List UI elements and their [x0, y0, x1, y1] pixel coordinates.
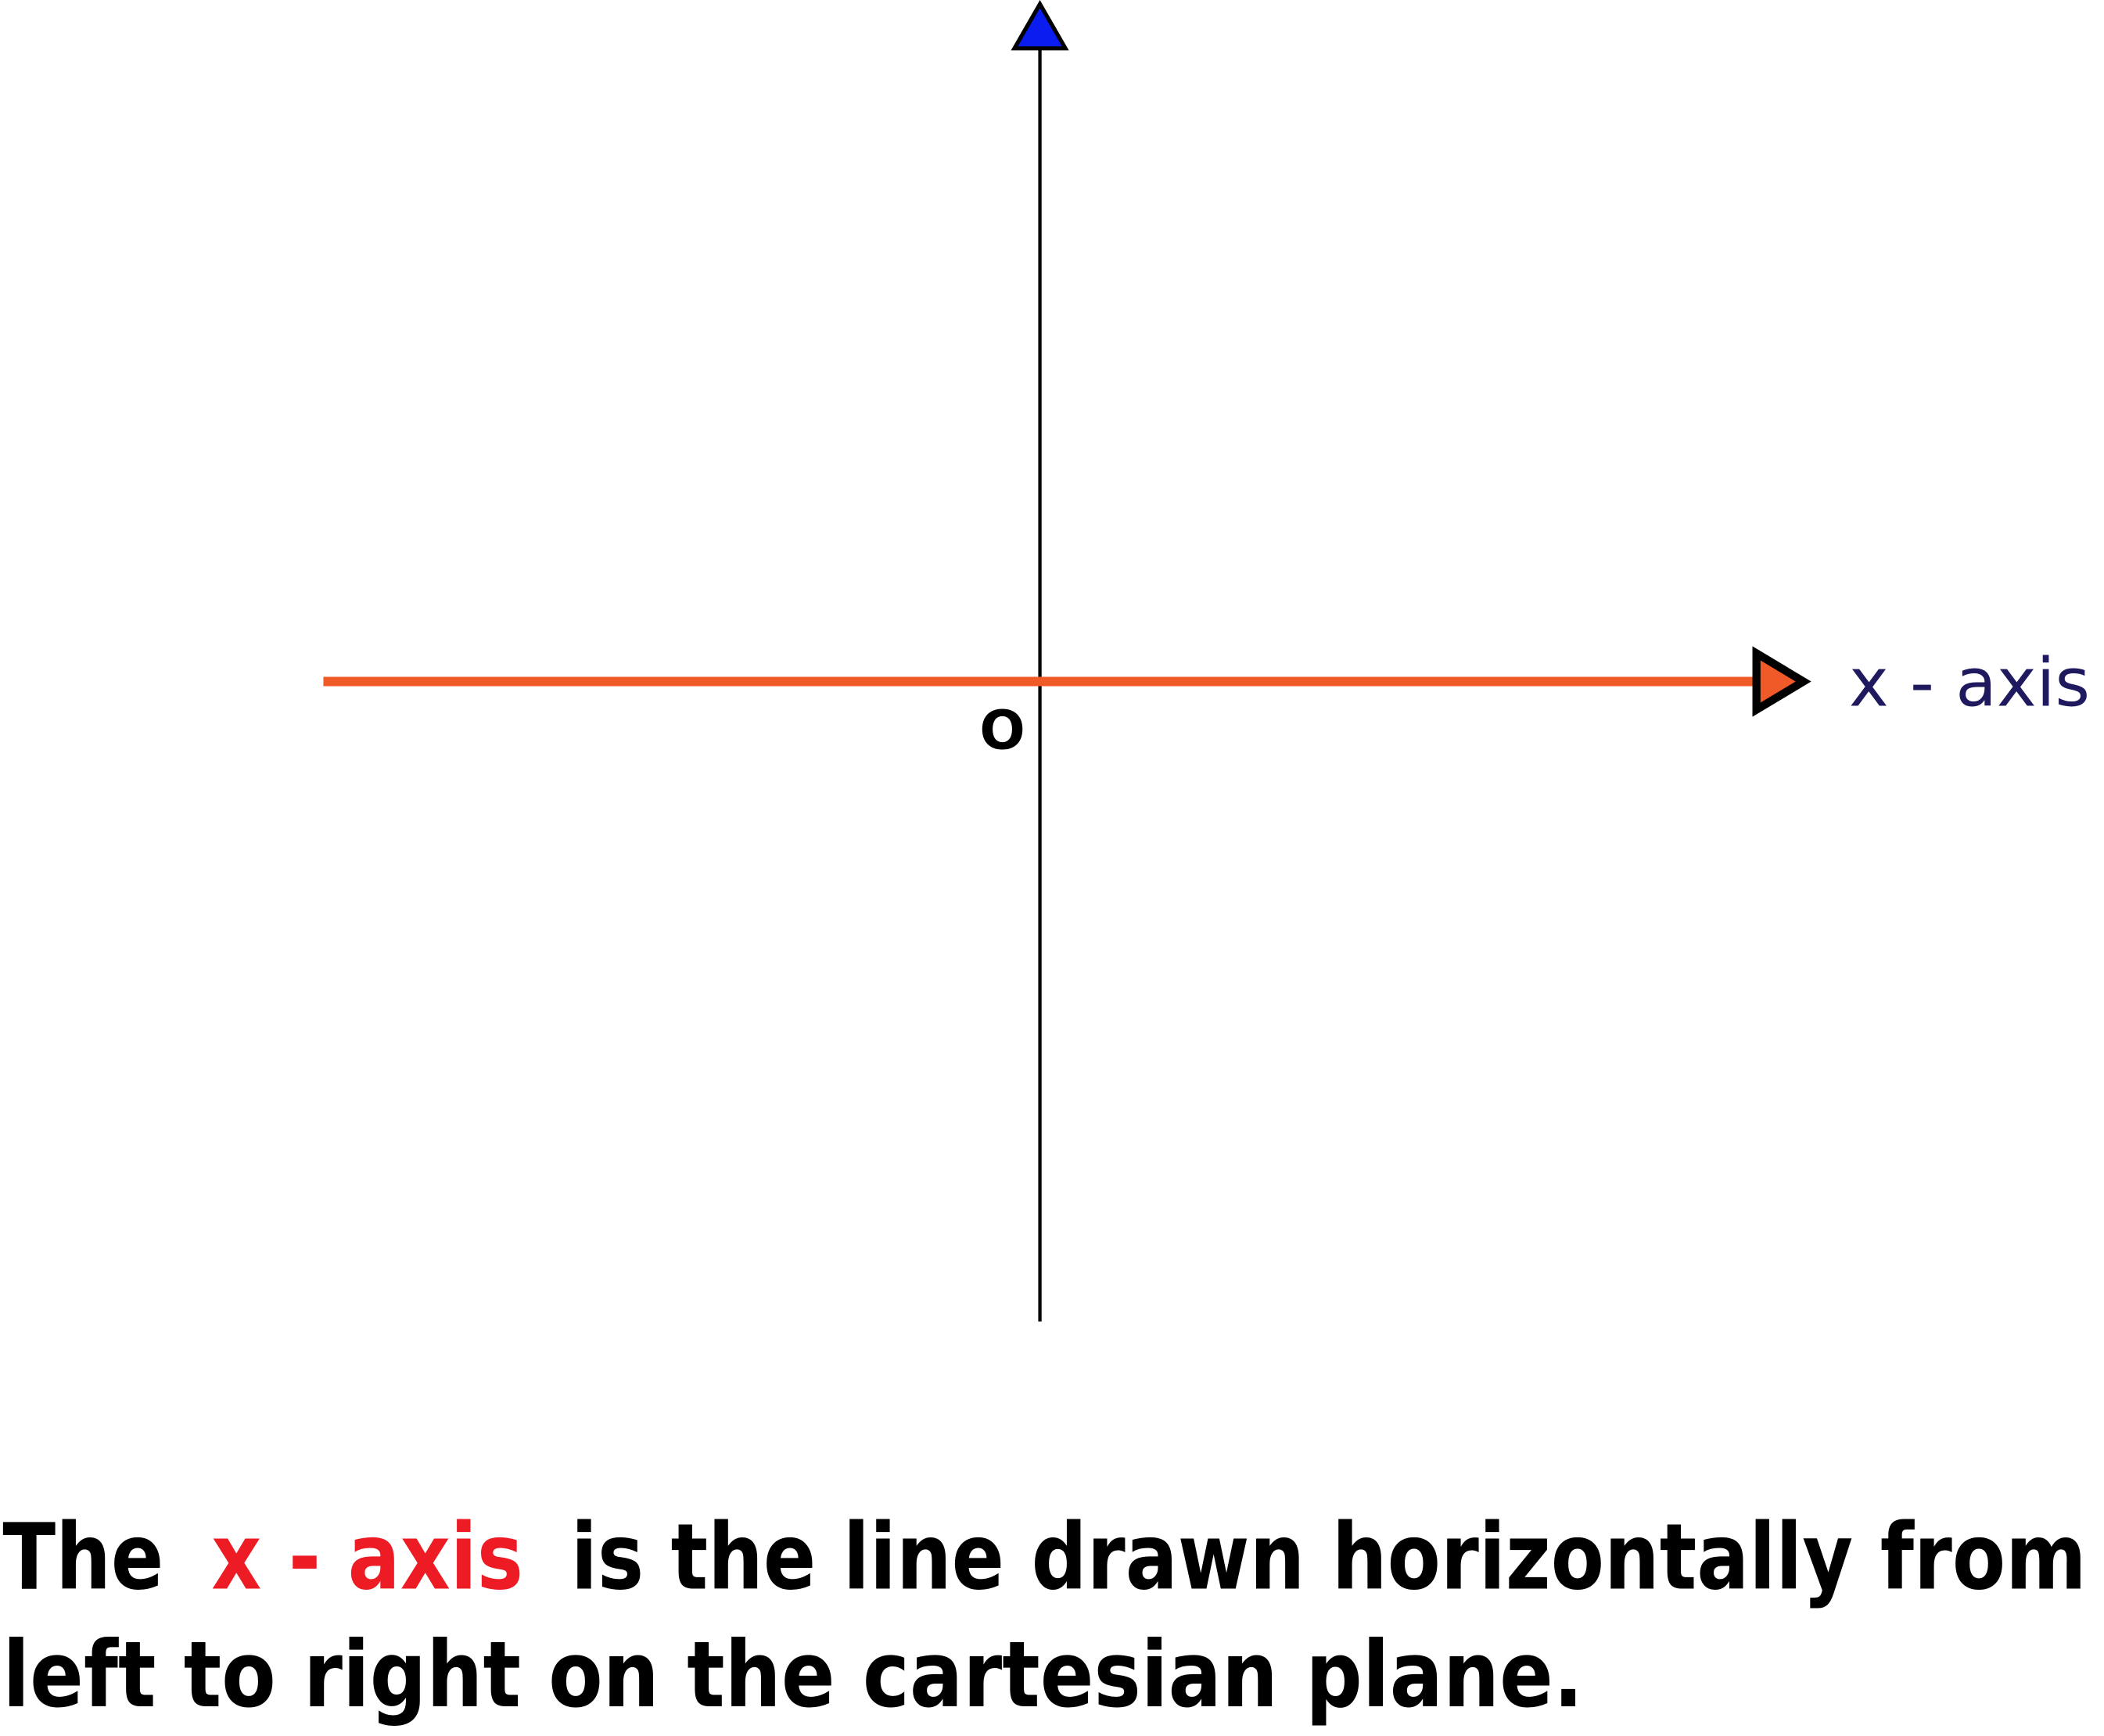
x-axis-label: x - axis [1849, 644, 2090, 722]
origin-label: O [979, 699, 1025, 762]
x-axis-arrow [1752, 646, 1811, 717]
caption-line-2: left to right on the cartesian plane. [2, 1622, 1583, 1728]
caption-start: The [2, 1504, 163, 1610]
y-axis-arrow [1011, 0, 1069, 51]
caption-rest: is the line drawn horizontally from [571, 1504, 2087, 1610]
caption-highlight: x - axis [211, 1504, 523, 1610]
caption-line-1: The x - axis is the line drawn horizonta… [2, 1504, 2086, 1610]
